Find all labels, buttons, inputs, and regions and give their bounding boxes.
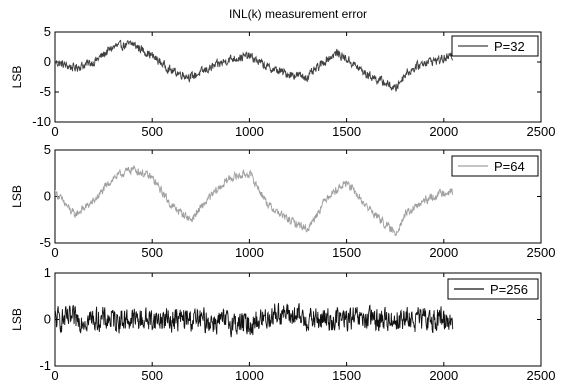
x-tick-label: 1500 — [332, 124, 361, 139]
series-line-p-32 — [55, 39, 453, 92]
x-tick-label: 500 — [141, 368, 163, 383]
subplot-1: 0 500 1000 1500 2000 2500 -10 -5 0 5 LSB P=32 — [10, 24, 555, 139]
x-tick-label: 0 — [51, 245, 58, 260]
x-tick-label: 1500 — [332, 245, 361, 260]
legend-label: P=256 — [490, 282, 528, 297]
x-tick-label: 1000 — [235, 368, 264, 383]
legend: P=32 — [451, 35, 539, 57]
x-tick-label: 500 — [141, 245, 163, 260]
x-tick-label: 2500 — [527, 368, 556, 383]
chart-title: INL(k) measurement error — [229, 7, 367, 21]
x-tick-label: 1000 — [235, 245, 264, 260]
x-tick-label: 2000 — [429, 245, 458, 260]
legend-box — [451, 35, 539, 57]
y-tick-label: 5 — [44, 142, 51, 157]
legend: P=256 — [447, 278, 539, 300]
legend-label: P=32 — [494, 39, 525, 54]
x-tick-label: 2500 — [527, 245, 556, 260]
y-axis-label: LSB — [10, 185, 24, 208]
y-tick-label: 0 — [44, 54, 51, 69]
legend-box — [451, 155, 539, 177]
y-tick-label: -5 — [39, 84, 51, 99]
x-tick-label: 0 — [51, 368, 58, 383]
legend: P=64 — [451, 155, 539, 177]
x-tick-label: 2000 — [429, 124, 458, 139]
x-tick-label: 2000 — [429, 368, 458, 383]
legend-box — [447, 278, 539, 300]
y-tick-label: 0 — [44, 312, 51, 327]
x-tick-label: 0 — [51, 124, 58, 139]
y-axis-label: LSB — [10, 308, 24, 331]
x-tick-label: 500 — [141, 124, 163, 139]
y-tick-label: 5 — [44, 24, 51, 39]
y-tick-label: -1 — [39, 358, 51, 373]
x-tick-label: 1500 — [332, 368, 361, 383]
series-line-p-256 — [55, 302, 454, 338]
x-tick-label: 1000 — [235, 124, 264, 139]
y-tick-label: -5 — [39, 235, 51, 250]
y-axis-label: LSB — [10, 66, 24, 89]
y-tick-label: 1 — [44, 265, 51, 280]
y-tick-label: -10 — [32, 114, 51, 129]
y-tick-label: 0 — [44, 189, 51, 204]
series-line-p-64 — [55, 164, 454, 237]
legend-label: P=64 — [494, 159, 525, 174]
x-tick-label: 2500 — [527, 124, 556, 139]
